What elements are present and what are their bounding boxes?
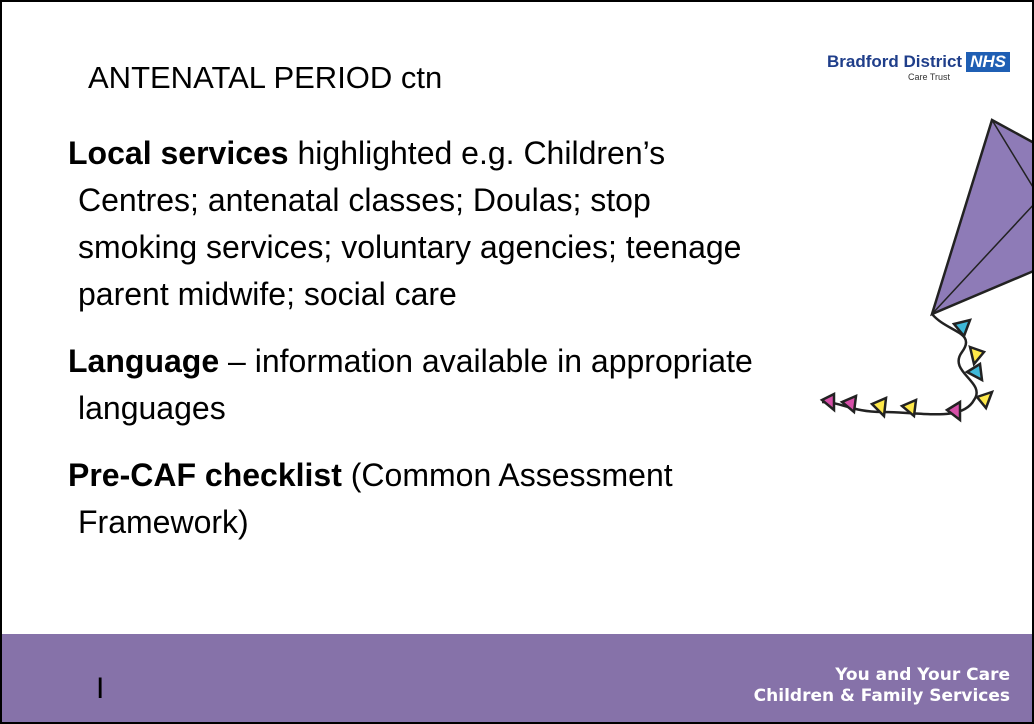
slide-title: ANTENATAL PERIOD ctn (88, 60, 442, 96)
bullet-list: Local services highlighted e.g. Children… (68, 130, 768, 566)
kite (822, 120, 1034, 420)
bullet-item: Language – information available in appr… (68, 338, 768, 432)
slide: ANTENATAL PERIOD ctn Bradford DistrictNH… (0, 0, 1034, 724)
logo-org: Bradford District (827, 52, 962, 71)
bullet-heading: Local services (68, 135, 289, 171)
footer-line: Children & Family Services (754, 686, 1010, 707)
bullet-heading: Pre-CAF checklist (68, 457, 342, 493)
footer-line: You and Your Care (754, 665, 1010, 686)
bullet-heading: Language (68, 343, 219, 379)
page: ANTENATAL PERIOD ctn Bradford DistrictNH… (0, 0, 1034, 724)
footer-text: You and Your Care Children & Family Serv… (754, 665, 1010, 707)
logo-sub: Care Trust (827, 72, 950, 82)
logo-badge: NHS (966, 52, 1010, 72)
bullet-item: Local services highlighted e.g. Children… (68, 130, 768, 318)
bullet-item: Pre-CAF checklist (Common Assessment Fra… (68, 452, 768, 546)
footer-marker: I (96, 672, 104, 706)
